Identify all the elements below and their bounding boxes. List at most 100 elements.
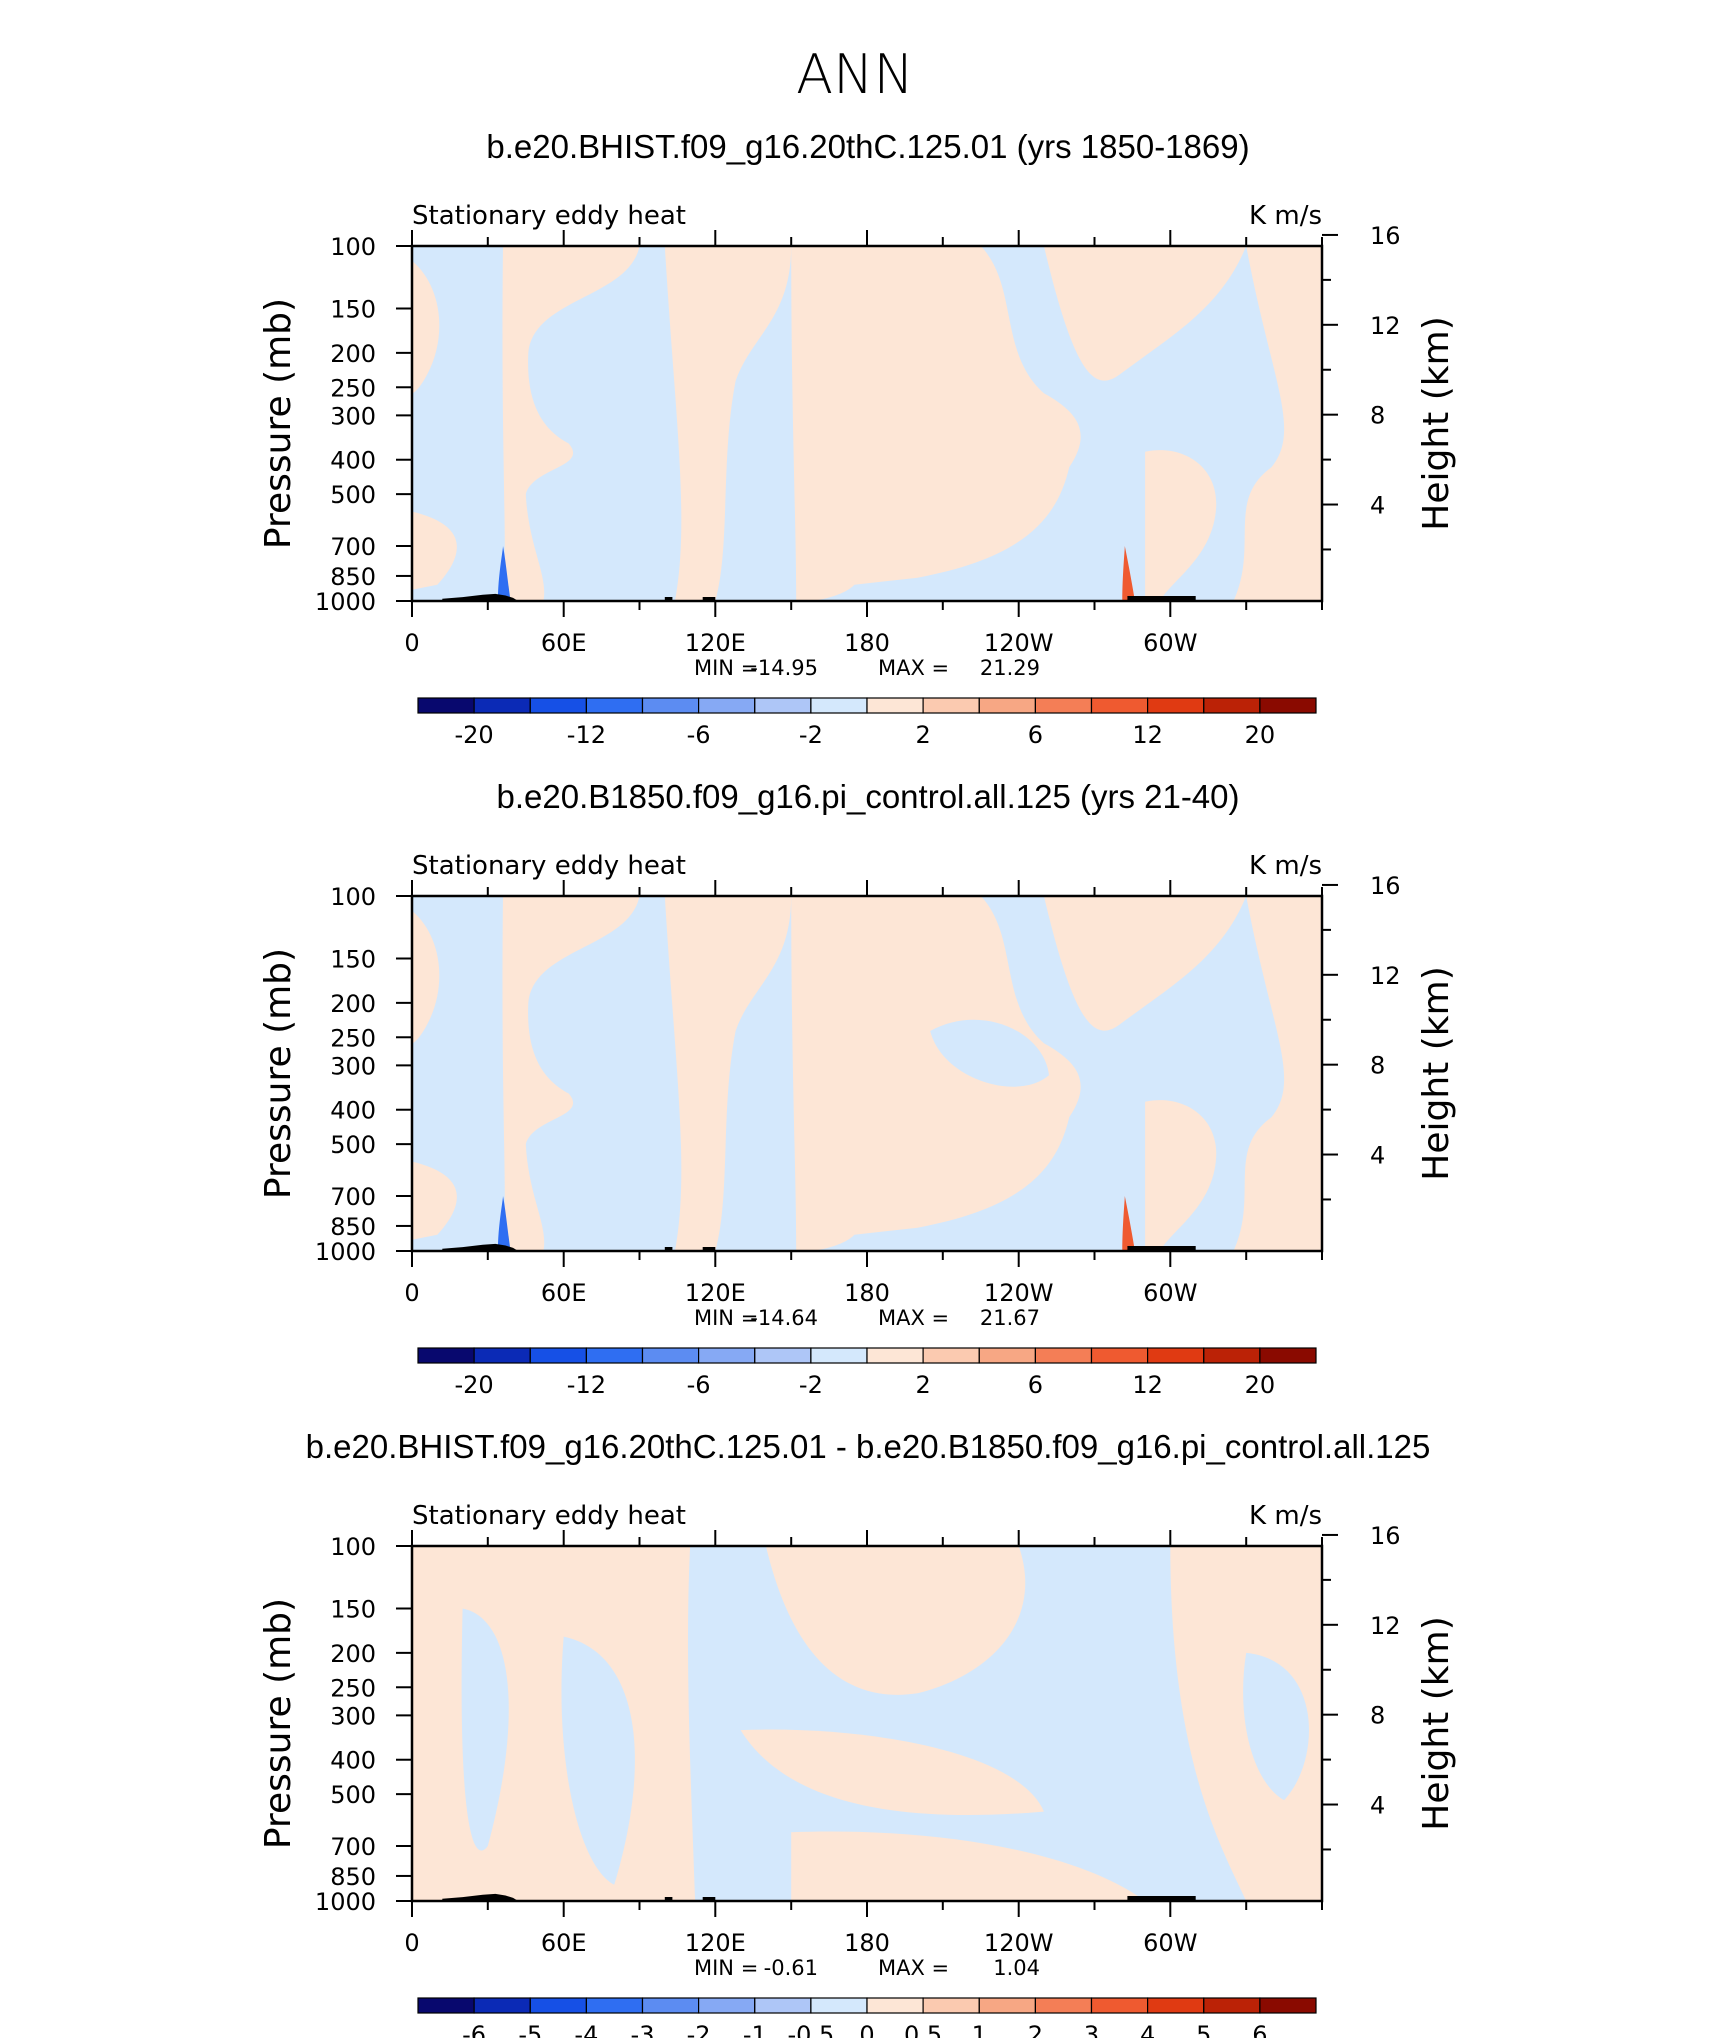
y-tick-label: 400 (330, 1747, 376, 1775)
y-tick-label: 400 (330, 1097, 376, 1125)
x-tick-label: 60E (541, 1279, 587, 1307)
x-tick-label: 180 (844, 1279, 890, 1307)
colorbar-box (1034, 697, 1093, 714)
y-tick-label: 300 (330, 402, 376, 430)
x-tick-label: 180 (844, 1929, 890, 1957)
strong-positive-eddy (1122, 1196, 1135, 1251)
x-tick-label: 120W (984, 629, 1054, 657)
min-value: -0.61 (764, 1956, 818, 1980)
colorbar-box (754, 1997, 812, 2014)
colorbar-label: 20 (1245, 721, 1276, 749)
colorbar-box (529, 697, 587, 714)
colorbar-box (866, 1347, 924, 1364)
y-tick-label: 1000 (315, 588, 376, 616)
panel-1: b.e20.BHIST.f09_g16.20thC.125.01 (yrs 18… (258, 128, 1457, 749)
strong-negative-eddy (497, 546, 511, 601)
colorbar-box (1259, 1997, 1317, 2014)
y2-tick-label: 12 (1370, 1612, 1401, 1640)
colorbar-label: 1 (972, 2021, 987, 2038)
contour-region (1145, 1100, 1217, 1251)
y-tick-label: 700 (330, 533, 376, 561)
colorbar-label: 20 (1245, 1371, 1276, 1399)
x-tick-label: 120E (685, 629, 746, 657)
colorbar-box (1203, 1347, 1261, 1364)
colorbar-box (810, 697, 868, 714)
colorbar-box (1034, 1347, 1093, 1364)
x-tick-label: 60W (1143, 1929, 1197, 1957)
colorbar-box (754, 1347, 812, 1364)
y-tick-label: 850 (330, 563, 376, 591)
contour-region (412, 511, 457, 590)
colorbar-box (585, 697, 644, 714)
colorbar-box (529, 1997, 587, 2014)
variable-label: Stationary eddy heat (412, 851, 686, 881)
y-tick-label: 250 (330, 374, 376, 402)
colorbar-box (641, 1997, 700, 2014)
y-tick-label: 300 (330, 1702, 376, 1730)
y2-tick-label: 4 (1370, 1142, 1385, 1170)
colorbar-box (1203, 1997, 1261, 2014)
contour-region (740, 1729, 1044, 1816)
colorbar-box (585, 1997, 644, 2014)
colorbar-label: -12 (567, 1371, 606, 1399)
x-tick-label: 60E (541, 1929, 587, 1957)
colorbar-box (1259, 1347, 1317, 1364)
y-tick-label: 150 (330, 1596, 376, 1624)
y2-tick-label: 8 (1370, 1052, 1385, 1080)
x-tick-label: 60E (541, 629, 587, 657)
contour-region (791, 1831, 1146, 1901)
y-tick-label: 250 (330, 1674, 376, 1702)
topography-maritime (702, 1897, 716, 1901)
x-tick-label: 60W (1143, 1279, 1197, 1307)
colorbar-label: 6 (1252, 2021, 1267, 2038)
x-tick-label: 120W (984, 1929, 1054, 1957)
colorbar-box (922, 697, 980, 714)
colorbar-box (473, 1347, 531, 1364)
topography-asia (664, 1247, 673, 1251)
topography-maritime (702, 1247, 716, 1251)
min-label: MIN = (694, 1306, 758, 1330)
contour-region (930, 1019, 1049, 1087)
x-tick-label: 60W (1143, 629, 1197, 657)
y-tick-label: 500 (330, 1781, 376, 1809)
max-label: MAX = (878, 1956, 949, 1980)
colorbar-label: -2 (799, 721, 823, 749)
y-tick-label: 150 (330, 946, 376, 974)
colorbar-label: 2 (915, 721, 930, 749)
contour-region (1043, 896, 1247, 1031)
topography-asia (664, 1897, 673, 1901)
colorbar-box (866, 697, 924, 714)
colorbar-label: -4 (574, 2021, 598, 2038)
min-label: MIN = (694, 1956, 758, 1980)
colorbar-label: 12 (1132, 721, 1163, 749)
y2-tick-label: 8 (1370, 1702, 1385, 1730)
x-tick-label: 120E (685, 1279, 746, 1307)
colorbar-box (697, 1997, 756, 2014)
colorbar-label: 6 (1028, 1371, 1043, 1399)
colorbar-label: 5 (1196, 2021, 1211, 2038)
y-tick-label: 1000 (315, 1888, 376, 1916)
colorbar-box (697, 1347, 756, 1364)
colorbar-label: 2 (915, 1371, 930, 1399)
colorbar-box (1090, 1997, 1149, 2014)
y2-tick-label: 4 (1370, 492, 1385, 520)
max-value: 1.04 (993, 1956, 1040, 1980)
contour-field (412, 896, 1322, 1251)
topography-africa (442, 1893, 519, 1901)
colorbar-label: -0.5 (787, 2021, 834, 2038)
contour-region (664, 896, 792, 1251)
colorbar-label: 0 (859, 2021, 874, 2038)
y2-tick-label: 12 (1370, 312, 1401, 340)
colorbar-box (1034, 1997, 1093, 2014)
y-tick-label: 100 (330, 883, 376, 911)
contour-region (1043, 246, 1247, 381)
contour-region (765, 1546, 1026, 1695)
x-tick-label: 0 (404, 1929, 419, 1957)
contour-region (412, 1161, 457, 1240)
y-tick-label: 100 (330, 233, 376, 261)
max-value: 21.29 (980, 656, 1040, 680)
colorbar-label: -5 (518, 2021, 542, 2038)
colorbar-label: 0.5 (904, 2021, 942, 2038)
colorbar-label: -2 (799, 1371, 823, 1399)
x-tick-label: 120E (685, 1929, 746, 1957)
